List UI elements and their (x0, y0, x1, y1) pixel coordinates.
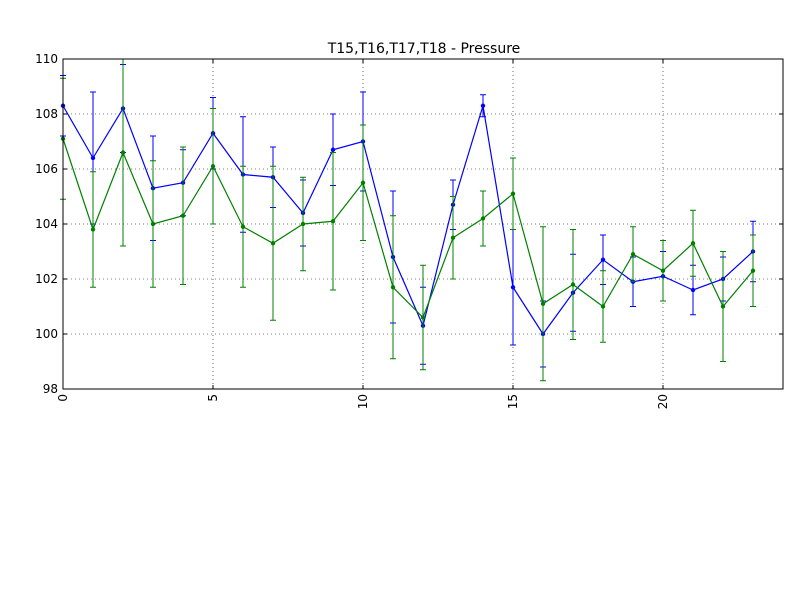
data-point (690, 287, 696, 293)
data-point (630, 252, 636, 257)
data-point (360, 180, 366, 185)
data-point (300, 221, 306, 227)
y-tick-label: 110 (35, 52, 58, 66)
data-point (570, 282, 576, 287)
data-point (750, 268, 756, 273)
data-point (510, 191, 516, 196)
series-2 (60, 58, 756, 382)
data-point (390, 285, 396, 290)
data-point (660, 268, 666, 273)
y-tick-label: 104 (35, 217, 58, 231)
data-point (450, 235, 456, 240)
series-layer (60, 58, 756, 382)
data-point (480, 216, 486, 221)
data-point (510, 285, 516, 290)
data-point (90, 227, 96, 232)
data-point (690, 241, 696, 246)
y-tick-label: 106 (35, 162, 58, 176)
data-point (540, 301, 546, 306)
data-point (480, 103, 486, 108)
data-point (330, 219, 336, 224)
y-tick-label: 108 (35, 107, 58, 121)
plot-frame (62, 58, 784, 390)
data-point (720, 304, 726, 309)
data-point (600, 257, 606, 262)
x-tick-label: 20 (656, 394, 670, 409)
x-tick-label: 10 (356, 394, 370, 409)
data-point (90, 155, 96, 161)
y-tick-label: 102 (35, 272, 58, 286)
chart-title: T15,T16,T17,T18 - Pressure (327, 41, 521, 57)
data-point (600, 304, 606, 309)
y-tick-label: 100 (35, 327, 58, 341)
data-point (210, 164, 216, 169)
x-tick-label: 5 (206, 394, 220, 402)
data-point (330, 147, 336, 152)
data-point (180, 213, 186, 218)
series-line (62, 138, 754, 319)
data-point (150, 221, 156, 227)
x-tick-label: 15 (506, 394, 520, 409)
data-point (120, 150, 126, 155)
data-point (420, 315, 426, 320)
x-tick-label: 0 (56, 394, 70, 402)
data-point (270, 241, 276, 246)
data-point (240, 224, 246, 229)
y-tick-label: 98 (43, 382, 58, 396)
series-line (62, 105, 754, 336)
